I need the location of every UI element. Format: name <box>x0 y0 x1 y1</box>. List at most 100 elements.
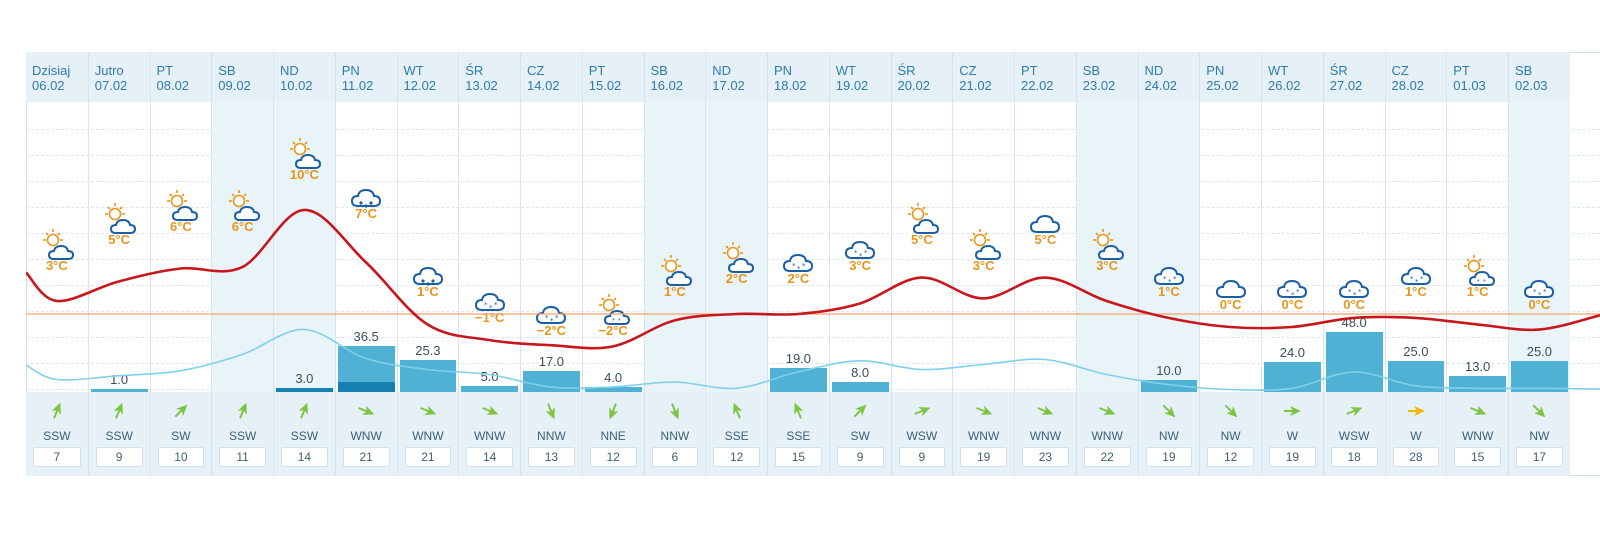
day-header <box>768 52 829 102</box>
day-name: ŚR <box>465 63 484 78</box>
day-date: 12.02 <box>403 78 437 93</box>
wind-direction: WNW <box>1029 429 1062 443</box>
day-header <box>1138 52 1200 102</box>
svg-text:*: * <box>864 249 868 257</box>
wind-cell: WNW 22 <box>1076 392 1138 476</box>
wind-cell: WNW 23 <box>1015 392 1076 476</box>
precipitation-bar <box>1449 375 1506 392</box>
day-column[interactable]: Jutro 07.02 5°C 1.0 SSW 9 <box>87 52 150 476</box>
day-column[interactable]: PN 11.02 7°C 36.5 WNW 21 <box>334 52 397 476</box>
wind-arrow-icon <box>1405 400 1427 422</box>
wind-cell: SW 10 <box>150 392 212 476</box>
day-column[interactable]: WT 12.02 1°C 25.3 WNW 21 <box>396 52 459 476</box>
day-header <box>150 52 212 102</box>
forecast-chart: Dzisiaj 06.02 3°C SSW 7 Jutro 07.02 5°C 1.0 SSW 9 P… <box>26 52 1600 476</box>
wind-direction: SSW <box>290 429 319 443</box>
wind-cell: SSW 7 <box>26 392 88 476</box>
wind-direction: WNW <box>1091 429 1123 443</box>
wind-direction: NW <box>1220 429 1241 443</box>
day-plot-bg <box>892 102 953 392</box>
day-header <box>1447 52 1508 102</box>
cloud-snow-icon: * * * <box>1396 254 1436 288</box>
day-date: 25.02 <box>1206 78 1239 93</box>
day-column[interactable]: PT 22.02 5°C WNW 23 <box>1014 52 1076 476</box>
day-column[interactable]: SB 09.02 6°C SSW 11 <box>211 52 273 476</box>
wind-cell: WNW 15 <box>1447 392 1508 476</box>
day-column[interactable]: PT 01.03 * * 1°C 13.0 WNW 15 <box>1446 52 1508 476</box>
wind-arrow-icon <box>232 400 254 422</box>
day-name: PN <box>1206 63 1225 78</box>
day-column[interactable]: ŚR 27.02 * * * 0°C 48.0 WSW 18 <box>1322 52 1385 476</box>
day-name: SB <box>1515 63 1533 78</box>
precipitation-label: 4.0 <box>604 370 623 385</box>
wind-arrow-icon <box>293 400 315 422</box>
wind-speed: 10 <box>157 447 205 467</box>
day-column[interactable]: SB 16.02 1°C NNW 6 <box>643 52 706 476</box>
day-name: ŚR <box>897 63 916 78</box>
cloud-icon <box>1211 267 1251 301</box>
wind-direction: WSW <box>906 429 938 443</box>
day-header <box>1262 52 1323 102</box>
wind-cell: SW 9 <box>829 392 891 476</box>
day-header <box>891 52 953 102</box>
wind-direction: WNW <box>350 429 382 443</box>
day-column[interactable]: PN 25.02 0°C NW 12 <box>1199 52 1261 476</box>
cloud-snow-icon: * * * <box>1272 267 1312 301</box>
day-date: 10.02 <box>280 78 313 93</box>
day-column[interactable]: WT 19.02 * * * 3°C 8.0 SW 9 <box>828 52 891 476</box>
wind-direction: WNW <box>967 429 1000 443</box>
wind-cell: WNW 21 <box>335 392 397 476</box>
cloud-snow-icon: * * * <box>470 280 510 314</box>
wind-cell: WNW 19 <box>953 392 1014 476</box>
wind-cell: W 28 <box>1385 392 1447 476</box>
day-column[interactable]: Dzisiaj 06.02 3°C SSW 7 <box>26 52 88 476</box>
day-name: SB <box>650 63 668 78</box>
wind-arrow-icon <box>1343 400 1365 422</box>
day-column[interactable]: WT 26.02 * * * 0°C 24.0 W 19 <box>1261 52 1323 476</box>
sun-cloud-icon <box>655 254 695 288</box>
precipitation-label: 24.0 <box>1279 345 1306 360</box>
wind-speed: 12 <box>589 447 637 467</box>
day-column[interactable]: PN 18.02 * * * 2°C 19.0 SSE 15 <box>767 52 829 476</box>
sun-cloud-icon <box>902 202 942 236</box>
day-column[interactable]: PT 15.02 * * −2°C 4.0 NNE 12 <box>581 52 644 476</box>
day-name: PT <box>1453 63 1470 78</box>
svg-text:*: * <box>1286 288 1290 296</box>
day-column[interactable]: ŚR 20.02 5°C WSW 9 <box>890 52 953 476</box>
wind-cell: SSE 12 <box>706 392 767 476</box>
day-date: 14.02 <box>527 78 560 93</box>
wind-cell: WSW 18 <box>1323 392 1385 476</box>
wind-arrow-icon <box>170 400 192 422</box>
day-plot-bg <box>1200 102 1261 392</box>
day-column[interactable]: SB 02.03 * * * 0°C 25.0 NW 17 <box>1508 52 1570 476</box>
precipitation-label: 13.0 <box>1464 358 1491 374</box>
svg-text:*: * <box>854 249 858 257</box>
day-column[interactable]: PT 08.02 6°C SW 10 <box>149 52 212 476</box>
temperature-label: 1°C <box>416 284 439 299</box>
day-date: 07.02 <box>94 78 128 93</box>
wind-arrow-icon <box>1034 400 1056 422</box>
day-column[interactable]: ŚR 13.02 * * * −1°C 5.0 WNW 14 <box>458 52 520 476</box>
day-column[interactable]: ND 17.02 2°C SSE 12 <box>705 52 767 476</box>
day-name: WT <box>403 63 424 78</box>
day-column[interactable]: ND 24.02 * * * 1°C 10.0 NW 19 <box>1137 52 1200 476</box>
cloud-icon <box>1025 202 1065 236</box>
wind-direction: SW <box>171 429 191 443</box>
day-date: 01.03 <box>1453 78 1486 93</box>
wind-speed: 6 <box>651 447 699 467</box>
day-column[interactable]: CZ 21.02 3°C WNW 19 <box>952 52 1014 476</box>
sun-cloud-icon <box>1087 228 1127 262</box>
wind-direction: WNW <box>473 429 506 443</box>
day-column[interactable]: ND 10.02 10°C 3.0 SSW 14 <box>273 52 335 476</box>
day-column[interactable]: CZ 28.02 * * * 1°C 25.0 W 28 <box>1384 52 1447 476</box>
wind-arrow-icon <box>602 400 624 422</box>
wind-cell: W 19 <box>1262 392 1323 476</box>
precipitation-label: 5.0 <box>480 368 499 384</box>
wind-speed: 19 <box>1145 447 1193 467</box>
temperature-label: 3°C <box>45 258 68 273</box>
temperature-label: 1°C <box>663 284 686 299</box>
day-column[interactable]: CZ 14.02 * * * −2°C 17.0 NNW 13 <box>520 52 582 476</box>
day-name: PT <box>588 63 606 78</box>
day-name: PT <box>1021 63 1038 78</box>
day-column[interactable]: SB 23.02 3°C WNW 22 <box>1075 52 1138 476</box>
